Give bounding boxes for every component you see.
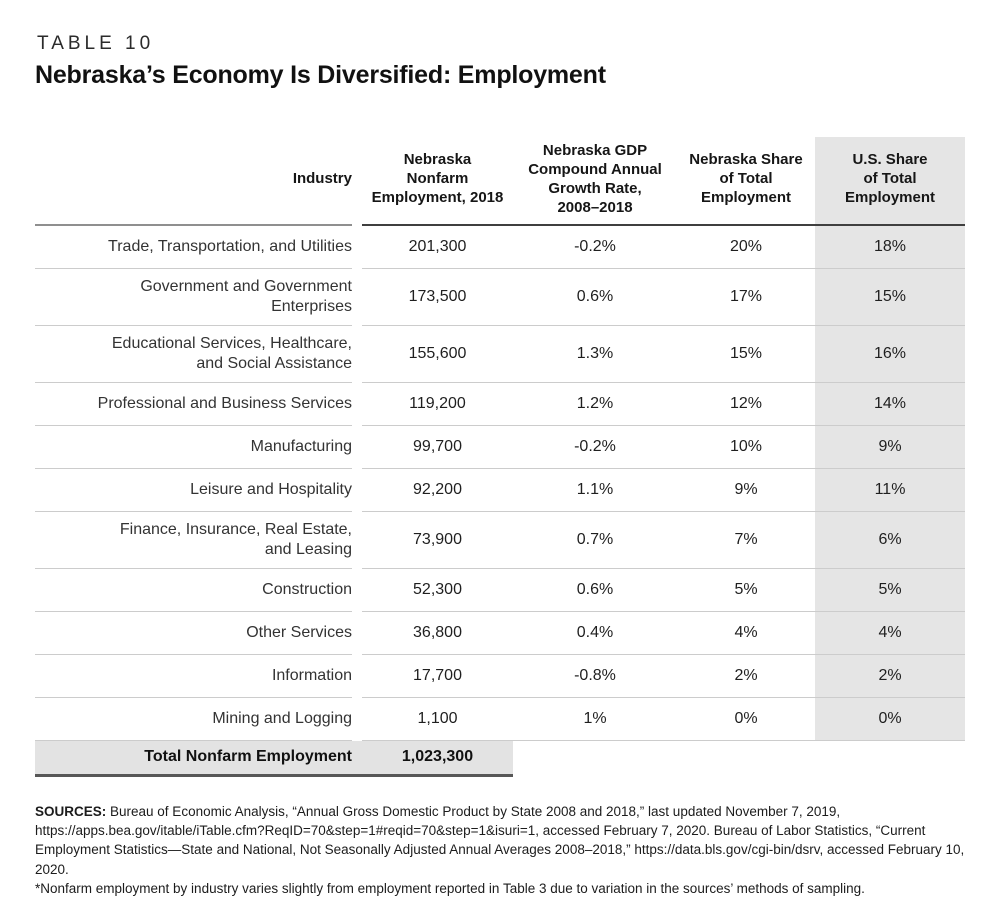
cell-industry: Educational Services, Healthcare, and So… bbox=[35, 326, 352, 383]
cell-nebraska-share: 12% bbox=[677, 383, 815, 426]
cell-growth-rate: 0.4% bbox=[513, 612, 677, 655]
column-header-gdp-growth: Nebraska GDP Compound Annual Growth Rate… bbox=[513, 137, 677, 226]
cell-growth-rate: 0.7% bbox=[513, 512, 677, 569]
table-body: Trade, Transportation, and Utilities 201… bbox=[35, 225, 965, 741]
cell-employment: 99,700 bbox=[362, 426, 513, 469]
cell-us-share: 18% bbox=[815, 225, 965, 269]
cell-nebraska-share: 9% bbox=[677, 469, 815, 512]
cell-us-share: 15% bbox=[815, 268, 965, 326]
cell-industry: Manufacturing bbox=[35, 426, 352, 469]
cell-growth-rate: 0.6% bbox=[513, 269, 677, 326]
cell-industry: Trade, Transportation, and Utilities bbox=[35, 226, 352, 269]
cell-industry: Construction bbox=[35, 569, 352, 612]
cell-nebraska-share: 5% bbox=[677, 569, 815, 612]
cell-us-share: 11% bbox=[815, 468, 965, 512]
cell-nebraska-share: 0% bbox=[677, 698, 815, 741]
column-gap bbox=[352, 226, 362, 269]
sources-text: Bureau of Economic Analysis, “Annual Gro… bbox=[35, 803, 965, 877]
total-row: Total Nonfarm Employment 1,023,300 bbox=[35, 740, 513, 777]
cell-nebraska-share: 15% bbox=[677, 326, 815, 383]
cell-us-share: 2% bbox=[815, 654, 965, 698]
sampling-note: *Nonfarm employment by industry varies s… bbox=[35, 881, 865, 897]
cell-us-share: 6% bbox=[815, 511, 965, 569]
cell-industry: Finance, Insurance, Real Estate, and Lea… bbox=[35, 512, 352, 569]
cell-us-share: 4% bbox=[815, 611, 965, 655]
cell-us-share: 5% bbox=[815, 568, 965, 612]
cell-growth-rate: 1.2% bbox=[513, 383, 677, 426]
sources-note: SOURCES: Bureau of Economic Analysis, “A… bbox=[35, 802, 965, 899]
sources-label: SOURCES: bbox=[35, 803, 107, 819]
table-row: Leisure and Hospitality 92,200 1.1% 9% 1… bbox=[35, 468, 965, 512]
table-row: Information 17,700 -0.8% 2% 2% bbox=[35, 654, 965, 698]
cell-employment: 92,200 bbox=[362, 469, 513, 512]
column-gap bbox=[352, 698, 362, 741]
cell-us-share: 14% bbox=[815, 382, 965, 426]
table-row: Finance, Insurance, Real Estate, and Lea… bbox=[35, 511, 965, 569]
cell-employment: 73,900 bbox=[362, 512, 513, 569]
column-gap bbox=[352, 469, 362, 512]
column-gap bbox=[352, 512, 362, 569]
cell-nebraska-share: 7% bbox=[677, 512, 815, 569]
column-gap bbox=[352, 269, 362, 326]
table-row: Other Services 36,800 0.4% 4% 4% bbox=[35, 611, 965, 655]
column-gap bbox=[352, 612, 362, 655]
column-gap bbox=[352, 741, 362, 774]
table-kicker: TABLE 10 bbox=[37, 33, 155, 54]
cell-nebraska-share: 10% bbox=[677, 426, 815, 469]
cell-employment: 173,500 bbox=[362, 269, 513, 326]
total-value: 1,023,300 bbox=[401, 748, 474, 766]
cell-employment: 119,200 bbox=[362, 383, 513, 426]
cell-industry: Information bbox=[35, 655, 352, 698]
cell-employment: 52,300 bbox=[362, 569, 513, 612]
cell-us-share: 0% bbox=[815, 697, 965, 741]
column-gap bbox=[352, 137, 362, 226]
table-row: Manufacturing 99,700 -0.2% 10% 9% bbox=[35, 425, 965, 469]
table-row: Construction 52,300 0.6% 5% 5% bbox=[35, 568, 965, 612]
column-header-nonfarm-employment: Nebraska Nonfarm Employment, 2018 bbox=[362, 137, 513, 226]
table-row: Educational Services, Healthcare, and So… bbox=[35, 325, 965, 383]
employment-table: Industry Nebraska Nonfarm Employment, 20… bbox=[35, 137, 965, 777]
cell-growth-rate: 1.1% bbox=[513, 469, 677, 512]
cell-growth-rate: 1% bbox=[513, 698, 677, 741]
column-header-nebraska-share: Nebraska Share of Total Employment bbox=[677, 137, 815, 226]
cell-industry: Government and Government Enterprises bbox=[35, 269, 352, 326]
cell-nebraska-share: 17% bbox=[677, 269, 815, 326]
total-label: Total Nonfarm Employment bbox=[144, 748, 352, 766]
table-row: Government and Government Enterprises 17… bbox=[35, 268, 965, 326]
column-gap bbox=[352, 326, 362, 383]
cell-growth-rate: -0.2% bbox=[513, 426, 677, 469]
column-gap bbox=[352, 383, 362, 426]
cell-employment: 201,300 bbox=[362, 226, 513, 269]
cell-employment: 1,100 bbox=[362, 698, 513, 741]
cell-us-share: 16% bbox=[815, 325, 965, 383]
sources-paragraph: SOURCES: Bureau of Economic Analysis, “A… bbox=[35, 802, 965, 880]
cell-industry: Other Services bbox=[35, 612, 352, 655]
table-row: Trade, Transportation, and Utilities 201… bbox=[35, 225, 965, 269]
cell-industry: Leisure and Hospitality bbox=[35, 469, 352, 512]
cell-us-share: 9% bbox=[815, 425, 965, 469]
cell-nebraska-share: 4% bbox=[677, 612, 815, 655]
cell-employment: 36,800 bbox=[362, 612, 513, 655]
cell-growth-rate: 1.3% bbox=[513, 326, 677, 383]
cell-employment: 17,700 bbox=[362, 655, 513, 698]
table-row: Mining and Logging 1,100 1% 0% 0% bbox=[35, 697, 965, 741]
cell-growth-rate: -0.8% bbox=[513, 655, 677, 698]
cell-growth-rate: -0.2% bbox=[513, 226, 677, 269]
cell-nebraska-share: 20% bbox=[677, 226, 815, 269]
table-title: Nebraska’s Economy Is Diversified: Emplo… bbox=[35, 61, 606, 89]
column-header-us-share: U.S. Share of Total Employment bbox=[815, 137, 965, 226]
table-row: Professional and Business Services 119,2… bbox=[35, 382, 965, 426]
table-header-row: Industry Nebraska Nonfarm Employment, 20… bbox=[35, 137, 965, 226]
cell-employment: 155,600 bbox=[362, 326, 513, 383]
column-gap bbox=[352, 426, 362, 469]
cell-growth-rate: 0.6% bbox=[513, 569, 677, 612]
cell-industry: Mining and Logging bbox=[35, 698, 352, 741]
cell-nebraska-share: 2% bbox=[677, 655, 815, 698]
cell-industry: Professional and Business Services bbox=[35, 383, 352, 426]
column-gap bbox=[352, 569, 362, 612]
column-header-industry: Industry bbox=[35, 137, 352, 226]
column-gap bbox=[352, 655, 362, 698]
